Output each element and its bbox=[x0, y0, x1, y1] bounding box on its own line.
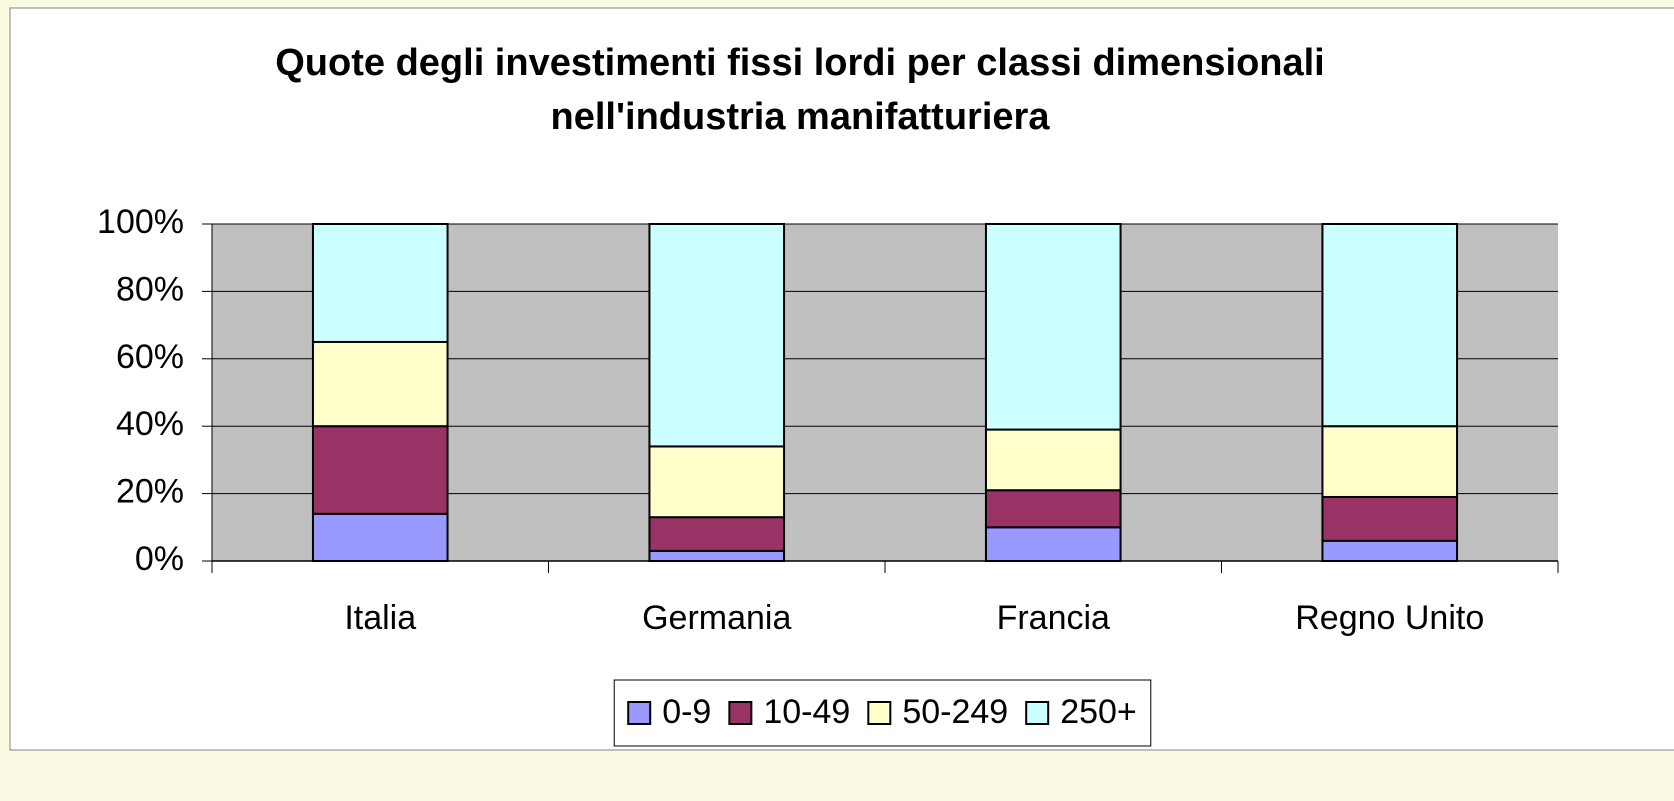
y-tick-label: 20% bbox=[116, 473, 184, 511]
legend-label: 50-249 bbox=[902, 693, 1008, 731]
bar-segment bbox=[648, 516, 786, 552]
bar-segment bbox=[648, 223, 786, 448]
bar-segment bbox=[311, 340, 449, 428]
bar-segment bbox=[1321, 425, 1459, 498]
bar-segment bbox=[984, 223, 1122, 431]
y-tick-label: 80% bbox=[116, 270, 184, 308]
bar-segment bbox=[984, 526, 1122, 562]
legend-label: 10-49 bbox=[763, 693, 850, 731]
y-tick-label: 0% bbox=[135, 540, 184, 578]
legend-swatch bbox=[627, 701, 652, 725]
bar-segment bbox=[1321, 223, 1459, 428]
bar-segment bbox=[648, 549, 786, 563]
y-tick-label: 100% bbox=[97, 203, 184, 241]
legend-swatch bbox=[867, 701, 892, 725]
bar-segment bbox=[984, 428, 1122, 492]
y-tick-label: 60% bbox=[116, 338, 184, 376]
legend-label: 0-9 bbox=[662, 693, 711, 731]
legend-swatch bbox=[728, 701, 753, 725]
x-tick-label: Germania bbox=[642, 599, 791, 637]
bar-segment bbox=[311, 223, 449, 343]
bar-segment bbox=[311, 512, 449, 563]
bar-segment bbox=[648, 445, 786, 519]
x-tick-label: Francia bbox=[997, 599, 1110, 637]
y-tick-label: 40% bbox=[116, 405, 184, 443]
x-tick-label: Italia bbox=[344, 599, 416, 637]
bar-segment bbox=[1321, 539, 1459, 563]
chart-title: Quote degli investimenti fissi lordi per… bbox=[275, 42, 1325, 138]
x-tick-label: Regno Unito bbox=[1295, 599, 1484, 637]
legend-swatch bbox=[1025, 701, 1050, 725]
bar-segment bbox=[1321, 495, 1459, 542]
bar-segment bbox=[984, 489, 1122, 529]
legend-label: 250+ bbox=[1060, 693, 1137, 731]
bar-segment bbox=[311, 425, 449, 515]
